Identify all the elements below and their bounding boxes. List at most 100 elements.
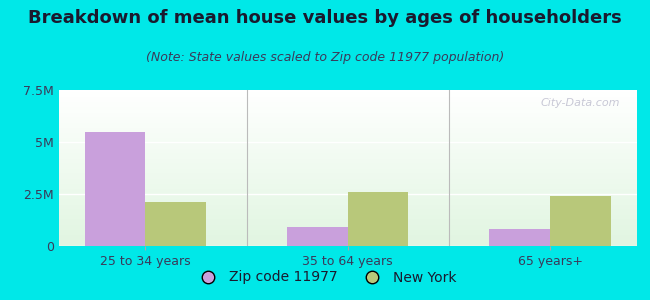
Bar <box>58 94 637 95</box>
Bar <box>58 119 637 120</box>
Bar <box>58 126 637 127</box>
Bar <box>58 224 637 225</box>
Bar <box>58 181 637 182</box>
Bar <box>58 127 637 128</box>
Text: Breakdown of mean house values by ages of householders: Breakdown of mean house values by ages o… <box>28 9 622 27</box>
Bar <box>58 147 637 148</box>
Bar <box>58 122 637 123</box>
Bar <box>58 208 637 209</box>
Bar <box>58 159 637 160</box>
Bar <box>58 241 637 242</box>
Bar <box>58 218 637 219</box>
Bar <box>58 148 637 149</box>
Bar <box>58 164 637 165</box>
Bar <box>58 195 637 196</box>
Bar <box>58 109 637 110</box>
Bar <box>58 103 637 104</box>
Bar <box>58 202 637 203</box>
Bar <box>58 96 637 97</box>
Bar <box>58 229 637 230</box>
Bar <box>58 134 637 135</box>
Bar <box>58 140 637 141</box>
Bar <box>58 99 637 100</box>
Bar <box>58 136 637 137</box>
Bar <box>58 226 637 227</box>
Bar <box>58 189 637 190</box>
Bar <box>58 128 637 129</box>
Bar <box>58 123 637 124</box>
Bar <box>58 102 637 103</box>
Bar <box>58 116 637 117</box>
Bar <box>58 214 637 215</box>
Bar <box>58 188 637 189</box>
Bar <box>348 192 408 246</box>
Bar <box>58 106 637 107</box>
Bar <box>58 143 637 144</box>
Bar <box>58 227 637 228</box>
Bar <box>58 144 637 145</box>
Bar <box>58 156 637 157</box>
Bar <box>58 137 637 138</box>
Bar <box>58 157 637 158</box>
Bar <box>58 210 637 211</box>
Bar <box>58 242 637 243</box>
Bar <box>58 184 637 185</box>
Text: City-Data.com: City-Data.com <box>540 98 619 108</box>
Bar <box>58 209 637 210</box>
Bar <box>58 216 637 217</box>
Bar <box>58 187 637 188</box>
Bar <box>58 151 637 152</box>
Bar <box>58 150 637 151</box>
Bar <box>58 176 637 177</box>
Bar <box>58 142 637 143</box>
Bar <box>58 101 637 102</box>
Bar <box>58 138 637 139</box>
Bar <box>58 238 637 239</box>
Bar <box>58 171 637 172</box>
Bar <box>58 185 637 186</box>
Bar <box>58 240 637 241</box>
Bar <box>58 90 637 91</box>
Bar <box>58 120 637 121</box>
Bar <box>58 160 637 161</box>
Bar <box>58 172 637 173</box>
Bar <box>58 191 637 192</box>
Bar <box>58 183 637 184</box>
Bar <box>58 169 637 170</box>
Bar <box>58 104 637 105</box>
Bar <box>58 162 637 163</box>
Bar <box>58 220 637 221</box>
Bar <box>58 155 637 156</box>
Legend: Zip code 11977, New York: Zip code 11977, New York <box>188 265 462 290</box>
Bar <box>58 245 637 246</box>
Bar <box>58 132 637 133</box>
Bar <box>58 154 637 155</box>
Bar <box>58 244 637 245</box>
Bar <box>58 230 637 231</box>
Bar <box>58 167 637 168</box>
Bar <box>489 230 550 246</box>
Bar <box>58 117 637 118</box>
Bar <box>58 237 637 238</box>
Bar <box>58 153 637 154</box>
Bar <box>58 141 637 142</box>
Text: (Note: State values scaled to Zip code 11977 population): (Note: State values scaled to Zip code 1… <box>146 51 504 64</box>
Bar <box>58 145 637 146</box>
Bar <box>58 194 637 195</box>
Bar <box>58 179 637 180</box>
Bar <box>58 129 637 130</box>
Bar <box>58 197 637 198</box>
Bar <box>58 175 637 176</box>
Bar <box>58 243 637 244</box>
Bar <box>287 227 348 246</box>
Bar <box>58 215 637 216</box>
Bar <box>58 222 637 223</box>
Bar <box>58 161 637 162</box>
Bar <box>58 211 637 212</box>
Bar <box>58 228 637 229</box>
Bar <box>58 165 637 166</box>
Bar <box>58 201 637 202</box>
Bar <box>58 231 637 232</box>
Bar <box>58 163 637 164</box>
Bar <box>58 199 637 200</box>
